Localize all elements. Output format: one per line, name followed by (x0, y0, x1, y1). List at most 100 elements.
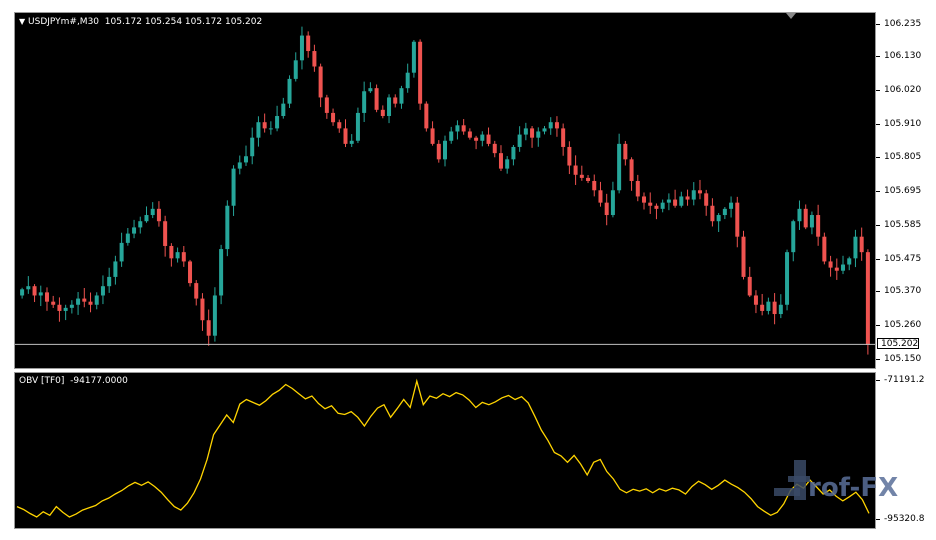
price-chart-panel[interactable]: ▼ USDJPYm#,M30 105.172 105.254 105.172 1… (14, 12, 876, 369)
candle-body (853, 236, 858, 259)
candle-body (243, 156, 248, 163)
candle-body (150, 208, 155, 216)
price-tick-mark (876, 224, 880, 226)
candle-body (51, 301, 56, 305)
candle-body (430, 128, 435, 144)
price-tick-mark (876, 325, 880, 327)
obv-axis: -71191.2 -95320.8 (876, 372, 936, 529)
candle-body (399, 88, 404, 104)
candle-body (219, 249, 224, 296)
obv-indicator-panel[interactable]: OBV [TF0] -94177.0000 (14, 372, 876, 529)
chart-header: ▼ USDJPYm#,M30 105.172 105.254 105.172 1… (19, 16, 262, 28)
candle-body (380, 109, 385, 117)
candle-body (337, 122, 342, 129)
candle-body (324, 97, 329, 113)
candle-body (691, 190, 696, 200)
candle-body (841, 264, 846, 271)
candle-body (275, 116, 280, 129)
shift-marker-icon[interactable] (786, 13, 796, 19)
candle-body (567, 146, 572, 166)
candle-body (312, 51, 317, 67)
price-tick-label: 105.805 (884, 151, 922, 162)
price-tick-label: 105.695 (884, 185, 922, 196)
candle-body (100, 286, 105, 296)
candle-body (169, 245, 174, 259)
candle-body (753, 295, 758, 305)
candle-body (374, 88, 379, 110)
price-tick-label: 106.235 (884, 18, 922, 29)
price-tick-label: 105.150 (884, 354, 922, 365)
obv-header: OBV [TF0] -94177.0000 (19, 376, 128, 387)
candle-body (237, 162, 242, 169)
price-tick-label: 105.260 (884, 320, 922, 331)
candle-body (424, 103, 429, 129)
candle-body (834, 267, 839, 271)
candle-body (579, 174, 584, 178)
candle-body (642, 196, 647, 203)
candle-body (436, 143, 441, 160)
candle-body (26, 286, 31, 290)
price-tick-label: 105.370 (884, 286, 922, 297)
price-tick-label: 105.475 (884, 253, 922, 264)
obv-line (16, 378, 870, 518)
candle-body (498, 153, 503, 169)
candle-body (697, 190, 702, 194)
candle-body (231, 168, 236, 206)
candle-body (822, 236, 827, 262)
candle-body (617, 143, 622, 191)
price-tick-mark (876, 359, 880, 361)
candle-body (194, 283, 199, 299)
dropdown-triangle-icon[interactable]: ▼ (19, 17, 26, 26)
candle-body (212, 295, 217, 336)
candle-body (492, 143, 497, 154)
candle-body (125, 233, 130, 243)
candle-body (57, 304, 62, 311)
candle-body (467, 131, 472, 138)
candle-body (554, 122, 559, 129)
candle-body (747, 276, 752, 296)
candle-body (449, 131, 454, 141)
candle-body (859, 236, 864, 253)
candle-body (791, 221, 796, 253)
price-tick-mark (876, 56, 880, 58)
candle-body (816, 215, 821, 237)
candle-body (741, 236, 746, 277)
candle-body (505, 159, 510, 169)
candle-body (685, 196, 690, 200)
candle-body (138, 221, 143, 228)
candle-body (548, 122, 553, 129)
candle-body (306, 35, 311, 52)
price-tick-label: 106.130 (884, 51, 922, 62)
candle-body (623, 143, 628, 160)
candle-body (393, 97, 398, 104)
candle-body (654, 205, 659, 209)
obv-tick-label: -71191.2 (884, 375, 925, 385)
candle-body (610, 190, 615, 216)
candle-body (200, 298, 205, 321)
candle-body (293, 60, 298, 79)
candle-body (604, 202, 609, 216)
symbol-label: USDJPYm#,M30 (28, 17, 100, 27)
price-tick-label: 105.585 (884, 219, 922, 230)
candle-body (44, 292, 49, 302)
obv-tick-mark (876, 380, 880, 381)
price-chart[interactable] (15, 13, 876, 369)
candle-body (778, 304, 783, 315)
candle-body (766, 301, 771, 311)
candle-body (809, 215, 814, 228)
candle-body (256, 122, 261, 138)
candle-body (648, 202, 653, 206)
candle-body (88, 301, 93, 305)
candle-body (828, 261, 833, 268)
obv-chart[interactable] (15, 373, 876, 529)
candle-body (250, 137, 255, 157)
price-tick-mark (876, 90, 880, 92)
candle-body (704, 193, 709, 206)
candle-body (69, 304, 74, 308)
candle-body (175, 252, 180, 259)
watermark-logo: rof-FX (772, 458, 912, 508)
candle-body (735, 202, 740, 237)
price-tick-mark (876, 190, 880, 192)
candle-body (225, 205, 230, 250)
